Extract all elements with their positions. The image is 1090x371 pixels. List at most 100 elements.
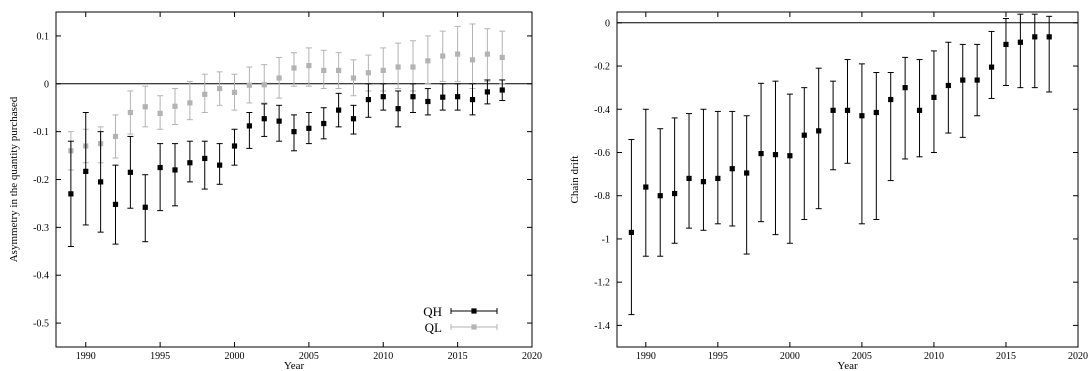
data-point	[440, 94, 446, 100]
data-point	[395, 64, 401, 70]
data-point	[291, 65, 297, 71]
data-point	[231, 143, 238, 149]
data-point	[657, 193, 663, 199]
data-point	[365, 96, 371, 103]
data-point	[261, 82, 267, 88]
data-point	[859, 113, 865, 119]
x-tick-label: 2000	[225, 351, 245, 362]
data-point	[246, 123, 252, 129]
chart-right: -1.4 -1.2 -1 -0.8 -0.6 -0.4 -0.2 0 1990 1995 2000 2…	[569, 11, 1088, 371]
data-point	[772, 152, 779, 158]
data-point	[888, 96, 894, 103]
data-point	[425, 98, 431, 105]
data-point	[291, 129, 297, 135]
y-tick-label: -1	[602, 234, 610, 245]
data-point	[455, 94, 461, 100]
data-point	[916, 107, 923, 113]
data-point	[187, 160, 193, 166]
data-point	[217, 162, 223, 168]
data-point	[729, 166, 735, 172]
chart-left: -0.5 -0.4 -0.3 -0.2 -0.1 0 0.1 1990 1995 2000 2005…	[8, 11, 542, 371]
data-point	[112, 201, 119, 207]
x-tick-label: 1995	[150, 351, 170, 362]
x-tick-label: 2005	[299, 351, 319, 362]
legend-label: QL	[425, 320, 442, 335]
data-point	[844, 107, 851, 113]
data-point	[261, 116, 267, 122]
data-point	[974, 77, 980, 83]
data-point	[410, 64, 416, 70]
data-point	[395, 106, 401, 112]
data-point	[830, 107, 836, 113]
data-point	[336, 107, 342, 113]
data-point	[98, 179, 104, 185]
y-tick-label: -0.4	[594, 105, 610, 116]
x-tick-label: 2015	[448, 351, 468, 362]
data-point	[157, 164, 163, 171]
data-point	[350, 116, 357, 122]
plot-frame	[616, 11, 1079, 348]
data-point	[672, 190, 678, 197]
x-tick-label: 2020	[1068, 351, 1088, 362]
x-axis-title: Year	[837, 360, 858, 371]
data-point	[686, 175, 692, 182]
data-point	[816, 128, 822, 134]
series-0	[628, 13, 1053, 316]
data-point	[484, 89, 490, 95]
data-point	[321, 67, 327, 73]
data-point	[68, 191, 74, 197]
y-tick-label: 0.1	[37, 31, 50, 42]
data-point	[469, 96, 476, 103]
y-tick-label: -0.5	[33, 319, 49, 330]
data-point	[715, 175, 721, 182]
legend-marker	[471, 324, 477, 330]
data-point	[127, 109, 133, 116]
data-point	[276, 75, 282, 81]
legend-marker	[471, 308, 477, 314]
y-axis-title: Chain drift	[569, 156, 581, 204]
y-tick-label: -0.2	[594, 62, 610, 73]
data-point	[643, 184, 649, 190]
data-point	[306, 125, 312, 131]
x-tick-label: 1990	[76, 351, 96, 362]
data-point	[758, 150, 764, 157]
data-point	[1032, 34, 1038, 40]
data-point	[902, 85, 908, 91]
data-point	[380, 94, 386, 100]
data-point	[202, 91, 208, 97]
data-point	[276, 118, 282, 124]
data-point	[469, 57, 476, 63]
data-point	[787, 153, 793, 159]
x-tick-label: 2000	[780, 351, 800, 362]
y-tick-label: -0.6	[594, 148, 610, 159]
x-tick-label: 2015	[996, 351, 1016, 362]
data-point	[187, 100, 193, 106]
data-point	[246, 82, 252, 88]
data-point	[425, 58, 431, 64]
y-tick-label: -0.4	[33, 271, 49, 282]
data-point	[499, 87, 505, 93]
data-point	[306, 63, 312, 69]
data-point	[380, 67, 386, 73]
y-tick-label: -0.1	[33, 127, 49, 138]
data-point	[960, 77, 966, 83]
y-tick-label: -1.4	[594, 321, 610, 332]
data-point	[217, 85, 223, 92]
y-axis-title: Asymmetry in the quantity purchased	[8, 96, 20, 262]
data-point	[172, 103, 178, 109]
x-tick-label: 1995	[708, 351, 728, 362]
x-tick-label: 2010	[924, 351, 944, 362]
y-tick-label: -1.2	[594, 278, 610, 289]
data-point	[350, 75, 357, 81]
data-point	[142, 104, 148, 110]
data-point	[410, 94, 416, 100]
data-point	[484, 51, 490, 57]
x-tick-label: 2005	[852, 351, 872, 362]
data-point	[157, 110, 163, 117]
data-point	[744, 170, 750, 176]
data-point	[1003, 41, 1009, 48]
data-point	[172, 167, 178, 173]
y-tick-label: 0	[44, 79, 49, 90]
data-point	[112, 133, 119, 140]
